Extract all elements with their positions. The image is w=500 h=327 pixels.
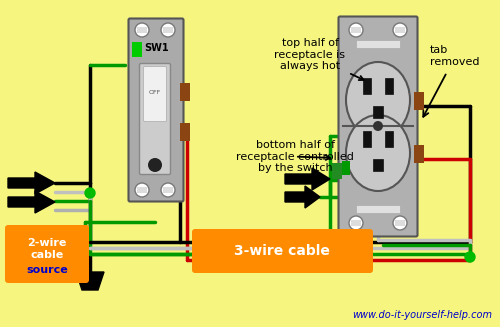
FancyBboxPatch shape — [5, 225, 89, 283]
Bar — [351, 27, 361, 33]
Text: tab
removed: tab removed — [430, 45, 480, 67]
Bar — [163, 27, 173, 33]
FancyBboxPatch shape — [144, 66, 167, 122]
Circle shape — [135, 23, 149, 37]
Bar — [414, 92, 424, 110]
Bar — [351, 220, 361, 226]
Bar — [395, 27, 405, 33]
Bar — [363, 131, 371, 147]
Polygon shape — [285, 168, 330, 190]
Circle shape — [393, 23, 407, 37]
Bar — [137, 27, 147, 33]
Polygon shape — [76, 272, 104, 290]
FancyBboxPatch shape — [338, 16, 417, 236]
Bar — [137, 187, 147, 193]
Circle shape — [135, 183, 149, 197]
Text: OFF: OFF — [149, 90, 161, 95]
Bar — [132, 42, 142, 57]
Polygon shape — [8, 191, 55, 213]
Circle shape — [161, 23, 175, 37]
FancyBboxPatch shape — [192, 229, 373, 273]
Bar — [180, 123, 190, 141]
Bar — [373, 159, 383, 171]
Ellipse shape — [346, 62, 410, 138]
Text: SW1: SW1 — [144, 43, 169, 53]
Circle shape — [148, 158, 162, 172]
Circle shape — [393, 216, 407, 230]
Ellipse shape — [346, 115, 410, 191]
Polygon shape — [285, 186, 320, 208]
Bar — [363, 78, 371, 94]
Circle shape — [349, 23, 363, 37]
Text: source: source — [26, 265, 68, 275]
Bar — [356, 40, 400, 48]
Circle shape — [161, 183, 175, 197]
Bar — [180, 83, 190, 101]
Bar — [414, 145, 424, 163]
Bar — [385, 78, 393, 94]
Bar — [385, 131, 393, 147]
Bar — [395, 220, 405, 226]
FancyBboxPatch shape — [128, 19, 184, 201]
Circle shape — [349, 216, 363, 230]
Bar — [373, 106, 383, 118]
Bar — [332, 163, 342, 179]
Text: top half of
receptacle is
always hot: top half of receptacle is always hot — [274, 38, 364, 80]
Bar — [356, 205, 400, 213]
FancyBboxPatch shape — [140, 63, 170, 175]
Text: 2-wire
cable: 2-wire cable — [28, 238, 66, 260]
Circle shape — [373, 121, 383, 131]
Bar — [163, 187, 173, 193]
Text: bottom half of
receptacle controlled
by the switch: bottom half of receptacle controlled by … — [236, 140, 354, 173]
Polygon shape — [8, 172, 55, 194]
Text: www.do-it-yourself-help.com: www.do-it-yourself-help.com — [352, 310, 492, 320]
Circle shape — [85, 188, 95, 198]
Circle shape — [465, 252, 475, 262]
Bar — [342, 161, 350, 175]
Text: 3-wire cable: 3-wire cable — [234, 244, 330, 258]
